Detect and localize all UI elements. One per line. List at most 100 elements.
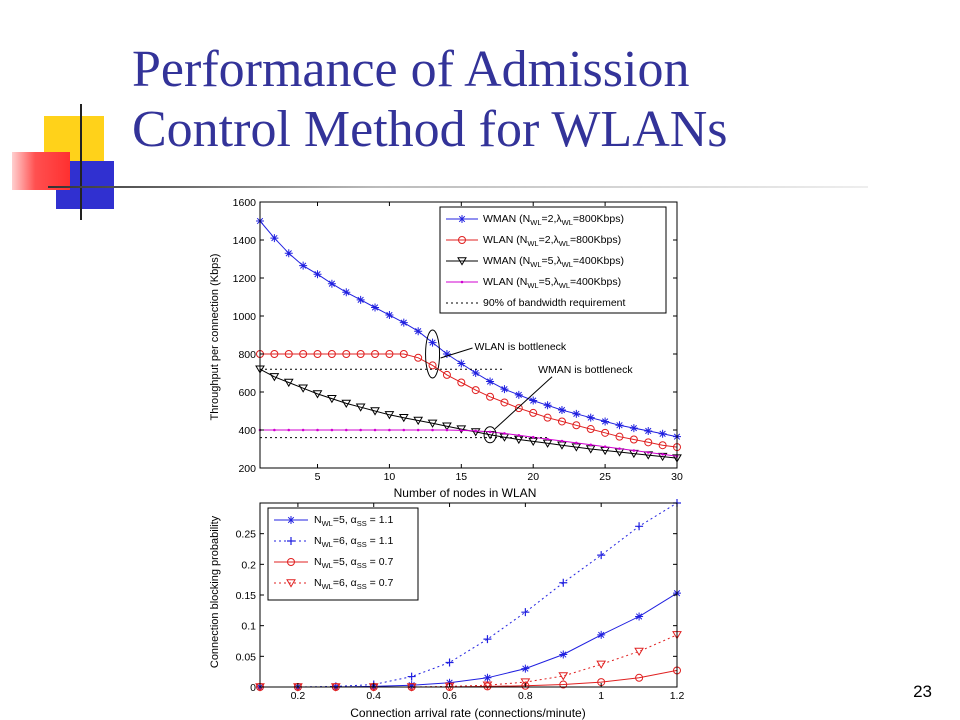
throughput-chart-ytick-label: 400 bbox=[238, 425, 256, 437]
throughput-chart-series-2-point bbox=[427, 419, 438, 428]
slide-title-line1: Performance of Admission bbox=[132, 41, 690, 98]
throughput-legend-label: WLAN (NWL=5,λWL=400Kbps) bbox=[483, 276, 621, 290]
throughput-chart-series-2-point bbox=[456, 425, 467, 434]
blocking-legend-label: NWL=5, αSS = 1.1 bbox=[314, 514, 393, 528]
blocking-chart-ytick-label: 0.15 bbox=[236, 590, 257, 602]
throughput-chart-ytick-label: 1600 bbox=[233, 197, 257, 209]
throughput-chart-series-3-point bbox=[330, 428, 334, 432]
throughput-chart-series-1-point bbox=[601, 428, 610, 437]
throughput-chart-series-0-point bbox=[327, 279, 336, 288]
blocking-legend-label: NWL=6, αSS = 0.7 bbox=[314, 577, 393, 591]
blocking-chart-series-line-3 bbox=[260, 634, 678, 688]
blocking-chart-xtick-label: 0.4 bbox=[366, 690, 381, 702]
throughput-chart-series-0-point bbox=[457, 359, 466, 368]
wman-bottleneck-label: WMAN is bottleneck bbox=[538, 364, 633, 376]
blocking-chart-xtick-label: 0.8 bbox=[518, 690, 533, 702]
throughput-chart-series-2-point bbox=[442, 422, 452, 431]
slide-title-line2: Control Method for WLANs bbox=[132, 101, 728, 158]
throughput-chart-xtick-label: 10 bbox=[384, 471, 396, 483]
blocking-chart-series-line-1 bbox=[260, 502, 678, 688]
wlan-bottleneck-label: WLAN is bottleneck bbox=[475, 341, 567, 353]
blocking-chart-series-0-point bbox=[407, 681, 416, 690]
throughput-chart-series-1-point bbox=[529, 408, 538, 417]
throughput-legend-marker bbox=[458, 236, 466, 244]
blocking-probability-chart: 0.2 0.4 0.6 0.8 1 1.2 0 0.05 0.1 0.15 0.2 0.25 Conn… bbox=[209, 499, 684, 720]
throughput-chart-ytick-label: 600 bbox=[238, 387, 256, 399]
blocking-chart-series-1-point bbox=[483, 635, 492, 644]
throughput-chart-ylabel: Throughput per connection (Kbps) bbox=[209, 254, 221, 421]
throughput-chart-series-0-point bbox=[500, 385, 509, 394]
throughput-chart-series-1-point bbox=[327, 350, 336, 358]
throughput-chart-series-1-point bbox=[442, 370, 451, 379]
throughput-chart-series-1-point bbox=[557, 417, 566, 426]
throughput-chart-series-2-point bbox=[413, 416, 424, 426]
throughput-legend-label: 90% of bandwidth requirement bbox=[483, 297, 626, 309]
throughput-chart-series-0-point bbox=[601, 417, 610, 426]
throughput-chart-series-2-point bbox=[298, 384, 309, 393]
blocking-chart-series-3-point bbox=[482, 681, 493, 690]
slide-title: Performance of Admission Control Method … bbox=[132, 40, 932, 160]
throughput-chart-series-0-point bbox=[615, 421, 624, 430]
throughput-legend-marker bbox=[458, 215, 466, 223]
throughput-chart-series-3-point bbox=[517, 434, 521, 437]
wman-bottleneck-ellipse bbox=[483, 426, 497, 444]
blocking-chart-series-line-0 bbox=[260, 592, 678, 688]
throughput-chart-ytick-label: 1200 bbox=[233, 273, 257, 285]
blocking-chart-legend: NWL=5, αSS = 1.1 NWL=6, αSS = 1.1 NWL=5, α… bbox=[267, 507, 419, 601]
throughput-chart-series-1-point bbox=[371, 350, 380, 358]
throughput-legend-marker bbox=[460, 280, 464, 284]
throughput-chart-series-3-point bbox=[646, 451, 650, 454]
blocking-chart-series-3-point bbox=[596, 660, 607, 669]
throughput-chart-series-1-point bbox=[299, 350, 308, 358]
blocking-chart-ytick-label: 0 bbox=[250, 682, 256, 694]
blocking-chart-series-1-point bbox=[445, 658, 454, 667]
blocking-chart-xtick-label: 1 bbox=[598, 690, 604, 702]
throughput-chart-series-3-point bbox=[273, 428, 276, 432]
throughput-chart-series-1-point bbox=[500, 398, 509, 407]
throughput-chart-series-2-point bbox=[312, 390, 323, 399]
throughput-chart-series-1-point bbox=[644, 438, 653, 447]
throughput-chart-series-1-point bbox=[457, 378, 466, 387]
blocking-chart-series-0-point bbox=[483, 673, 492, 682]
throughput-chart-series-0-point bbox=[356, 295, 365, 304]
throughput-chart-series-2-point bbox=[355, 403, 366, 412]
throughput-legend-marker bbox=[457, 257, 467, 266]
throughput-chart-series-1-point bbox=[284, 350, 293, 358]
blocking-chart-series-2-point bbox=[483, 682, 492, 691]
throughput-chart-series-1-point bbox=[414, 353, 423, 362]
blocking-chart-series-line-2 bbox=[260, 669, 678, 688]
throughput-chart-series-0-point bbox=[284, 249, 293, 258]
throughput-chart-series-3-point bbox=[589, 443, 593, 447]
throughput-chart-series-1-point bbox=[658, 441, 667, 450]
throughput-chart-series-0-point bbox=[371, 303, 380, 312]
throughput-chart-series-0-point bbox=[399, 318, 408, 327]
throughput-chart-series-1-point bbox=[313, 350, 322, 358]
blocking-chart-ytick-label: 0.2 bbox=[241, 559, 256, 571]
throughput-chart-series-2-point bbox=[283, 378, 294, 388]
blocking-chart-ytick-label: 0.1 bbox=[241, 621, 256, 633]
throughput-chart-series-2-point bbox=[341, 399, 352, 408]
page-number: 23 bbox=[913, 682, 932, 701]
throughput-chart-series-3-point bbox=[316, 428, 319, 432]
throughput-chart-legend: WMAN (NWL=2,λWL=800Kbps) WLAN (NWL=2,λWL=… bbox=[439, 206, 667, 314]
blocking-chart-series-1-point bbox=[407, 672, 416, 681]
throughput-chart-series-3-point bbox=[416, 428, 420, 432]
throughput-chart-xtick-label: 15 bbox=[455, 471, 467, 483]
throughput-chart-series-line-1 bbox=[260, 353, 678, 448]
throughput-chart-series-3-point bbox=[474, 429, 477, 433]
blocking-chart-series-1-point bbox=[521, 608, 530, 617]
throughput-chart: 5 10 15 20 25 302004006008001000120014001600 … bbox=[209, 197, 683, 500]
throughput-chart-series-3-point bbox=[546, 437, 549, 441]
blocking-chart-series-0-point bbox=[635, 612, 644, 621]
throughput-chart-series-3-point bbox=[632, 449, 636, 452]
throughput-chart-series-line-2 bbox=[259, 368, 678, 459]
throughput-chart-series-1-point bbox=[629, 435, 638, 444]
throughput-chart-series-2-point bbox=[470, 428, 481, 437]
throughput-chart-series-1-point bbox=[270, 350, 279, 358]
throughput-chart-xtick-label: 25 bbox=[599, 471, 611, 483]
throughput-chart-series-0-point bbox=[586, 413, 595, 422]
throughput-chart-series-3-point bbox=[531, 435, 535, 439]
throughput-legend-label: WMAN (NWL=2,λWL=800Kbps) bbox=[483, 213, 624, 227]
throughput-chart-xtick-label: 30 bbox=[671, 471, 683, 483]
throughput-chart-series-0-point bbox=[313, 270, 322, 279]
